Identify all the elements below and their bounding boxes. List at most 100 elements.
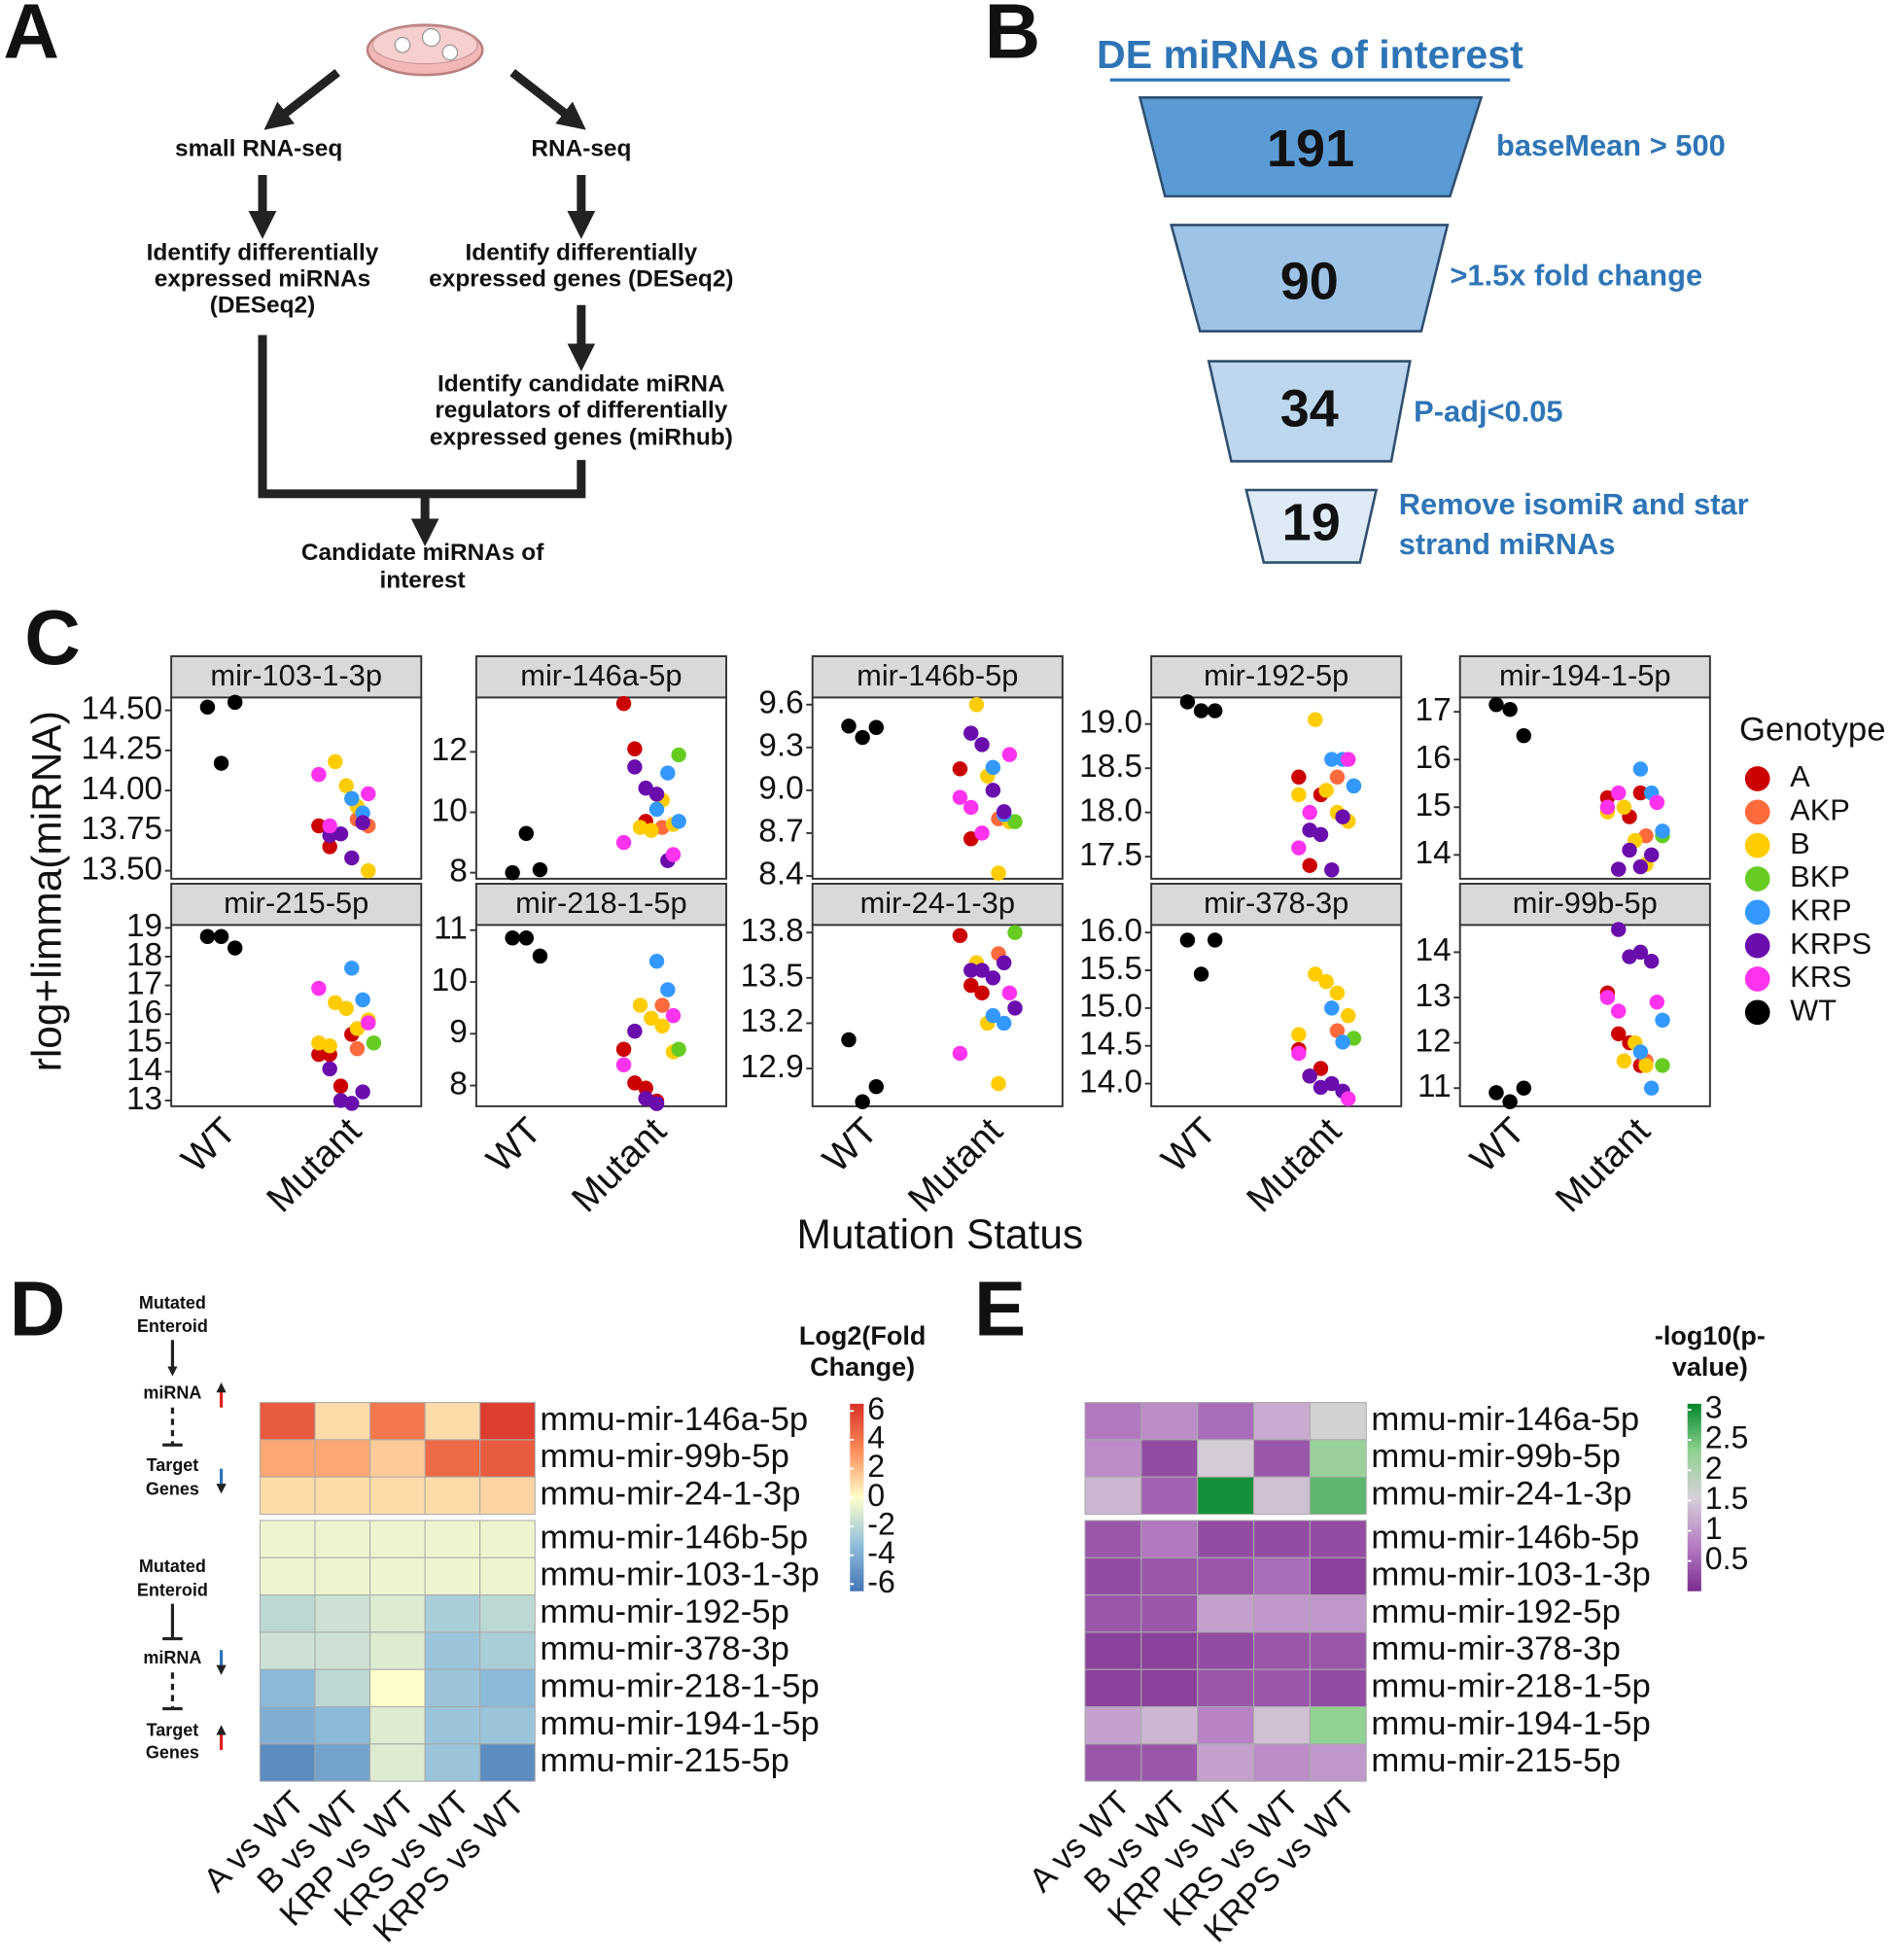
y-tick-label: 13.50 bbox=[82, 851, 163, 887]
point bbox=[644, 1010, 659, 1027]
point bbox=[1611, 922, 1627, 937]
row-label: mmu-mir-146a-5p bbox=[540, 1401, 808, 1438]
heatmap-cell bbox=[1309, 1631, 1367, 1670]
x-tick-label: Mutant bbox=[1548, 1109, 1659, 1220]
point bbox=[1643, 1080, 1660, 1096]
point bbox=[355, 815, 370, 830]
y-tick-label: 18.5 bbox=[1079, 749, 1142, 785]
facet-panel bbox=[1150, 924, 1403, 1107]
point bbox=[991, 1075, 1006, 1092]
point bbox=[665, 1007, 682, 1024]
point bbox=[344, 790, 360, 807]
y-tick-label: 18.0 bbox=[1079, 792, 1142, 828]
point bbox=[199, 699, 216, 716]
regulation-graphics bbox=[162, 1340, 227, 1751]
legend-label: B bbox=[1790, 826, 1810, 860]
point bbox=[1291, 769, 1307, 785]
point bbox=[332, 825, 349, 842]
y-tick-label: 12 bbox=[1416, 1023, 1452, 1059]
row-label: mmu-mir-192-5p bbox=[1371, 1593, 1620, 1630]
y-tick-label: 16 bbox=[126, 995, 162, 1031]
heatmap-cell bbox=[369, 1557, 426, 1596]
workflow-step: interest bbox=[379, 567, 465, 593]
heatmap-cell bbox=[479, 1520, 536, 1558]
point bbox=[1516, 727, 1531, 744]
row-label: mmu-mir-378-3p bbox=[540, 1630, 788, 1667]
heatmap-cell bbox=[1309, 1439, 1367, 1478]
facet-title: mir-146b-5p bbox=[857, 658, 1018, 692]
regulation-label: Enteroid bbox=[137, 1580, 208, 1599]
facet-strip bbox=[811, 883, 1064, 927]
heatmap-cell bbox=[259, 1557, 316, 1596]
point bbox=[1208, 932, 1223, 948]
legend-title: Change) bbox=[810, 1352, 915, 1382]
legend-label: KRPS bbox=[1790, 927, 1872, 961]
x-tick-label: Mutant bbox=[1239, 1109, 1349, 1220]
point bbox=[660, 765, 676, 781]
facet-title: mir-146a-5p bbox=[520, 658, 682, 692]
regulation-label: Genes bbox=[146, 1479, 199, 1498]
funnel-level bbox=[1138, 96, 1484, 198]
funnel-label: baseMean > 500 bbox=[1496, 128, 1726, 162]
point bbox=[615, 1041, 632, 1057]
heatmap-cell bbox=[1140, 1476, 1199, 1516]
x-axis-label: Mutation Status bbox=[797, 1211, 1084, 1257]
heatmap-cell bbox=[1253, 1743, 1311, 1782]
y-tick-label: 19 bbox=[126, 908, 162, 944]
colorbar-tick-label: 2.5 bbox=[1705, 1420, 1749, 1455]
heatmap-cell bbox=[424, 1476, 481, 1516]
point bbox=[963, 725, 979, 741]
colorbar-tick-label: 3 bbox=[1705, 1390, 1723, 1425]
y-tick-label: 8 bbox=[449, 1066, 468, 1102]
colorbar-tick-label: 0.5 bbox=[1705, 1541, 1749, 1576]
row-label: mmu-mir-146b-5p bbox=[1371, 1519, 1639, 1556]
y-tick-label: 8.7 bbox=[758, 814, 803, 850]
point bbox=[199, 928, 216, 944]
heatmap-cell bbox=[314, 1439, 371, 1478]
point bbox=[322, 1061, 337, 1077]
point bbox=[322, 839, 337, 855]
facet-title: mir-103-1-3p bbox=[210, 658, 382, 692]
facet-title: mir-192-5p bbox=[1204, 658, 1348, 692]
heatmap-cell bbox=[1253, 1631, 1311, 1670]
point bbox=[532, 861, 548, 878]
point bbox=[648, 787, 665, 802]
heatmap-cell bbox=[259, 1743, 316, 1782]
x-tick-label: WT bbox=[1462, 1110, 1533, 1181]
legend-label: KRP bbox=[1790, 892, 1851, 927]
funnel-label: >1.5x fold change bbox=[1450, 259, 1702, 293]
legend-title: Genotype bbox=[1739, 711, 1886, 748]
enteroid bbox=[394, 36, 411, 53]
point bbox=[841, 718, 857, 734]
point bbox=[996, 804, 1012, 820]
y-tick-label: 9 bbox=[449, 1014, 468, 1050]
point bbox=[1599, 990, 1616, 1005]
heatmap-cell bbox=[1309, 1668, 1367, 1708]
y-tick-label: 14.25 bbox=[82, 731, 163, 767]
point bbox=[1291, 1045, 1307, 1062]
heatmap-cell bbox=[314, 1557, 371, 1596]
colorbar-tick-label: 0 bbox=[867, 1478, 885, 1513]
y-tick-label: 13 bbox=[126, 1081, 162, 1117]
point bbox=[213, 928, 229, 944]
heatmap-cell bbox=[369, 1476, 426, 1516]
point bbox=[355, 992, 370, 1008]
point bbox=[985, 759, 1001, 776]
facet-title: mir-194-1-5p bbox=[1499, 658, 1671, 692]
point bbox=[1324, 1075, 1340, 1092]
point bbox=[1291, 1027, 1307, 1042]
point bbox=[1502, 1094, 1518, 1109]
point bbox=[963, 799, 979, 816]
regulation-label: Enteroid bbox=[137, 1316, 208, 1336]
funnel-level bbox=[1170, 224, 1450, 332]
point bbox=[338, 1000, 354, 1016]
arrow bbox=[263, 69, 340, 130]
point bbox=[1488, 1085, 1504, 1101]
point bbox=[311, 766, 327, 783]
heatmap-cell bbox=[1253, 1668, 1311, 1708]
point bbox=[632, 998, 648, 1013]
point bbox=[996, 955, 1012, 970]
heatmap-cell bbox=[1197, 1668, 1255, 1708]
point bbox=[349, 1021, 366, 1036]
row-label: mmu-mir-103-1-3p bbox=[540, 1557, 819, 1593]
